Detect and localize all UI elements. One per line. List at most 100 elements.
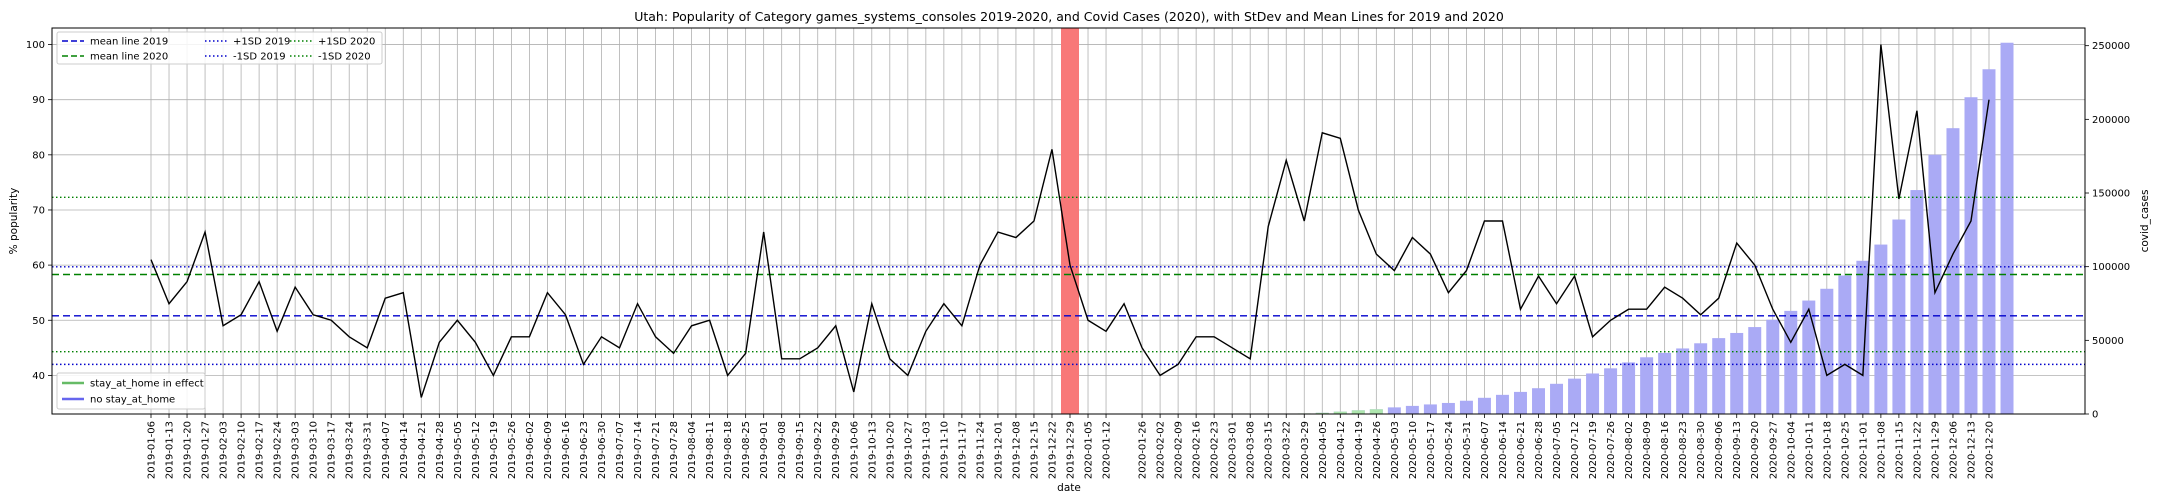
x-tick-label: 2019-09-15 — [795, 421, 806, 479]
y2-tick-label: 250000 — [2092, 41, 2130, 52]
x-tick-label: 2020-05-31 — [1462, 421, 1473, 479]
covid-bar — [1856, 260, 1870, 414]
x-tick-label: 2020-03-08 — [1246, 421, 1257, 479]
x-tick-label: 2019-02-17 — [255, 421, 266, 479]
x-tick-label: 2020-01-26 — [1138, 421, 1149, 479]
y-tick-label: 40 — [32, 371, 45, 382]
x-tick-label: 2020-07-05 — [1552, 421, 1563, 479]
covid-bar — [1495, 394, 1509, 414]
x-tick-label: 2020-03-29 — [1300, 421, 1311, 479]
x-tick-label: 2019-07-28 — [669, 421, 680, 479]
stay-at-home-bar — [1351, 410, 1365, 414]
x-tick-label: 2020-11-22 — [1912, 421, 1923, 479]
plot-frame — [51, 27, 2086, 415]
x-tick-label: 2019-07-21 — [651, 421, 662, 479]
x-tick-label: 2020-05-10 — [1408, 421, 1419, 479]
x-tick-label: 2019-10-06 — [849, 421, 860, 479]
covid-bar — [1712, 338, 1726, 414]
x-tick-label: 2019-06-09 — [543, 421, 554, 479]
covid-bars — [1060, 28, 2014, 415]
covid-bar — [1748, 327, 1762, 414]
y-tick-label: 80 — [32, 150, 45, 161]
x-tick-label: 2020-03-15 — [1264, 421, 1275, 479]
legend-label: no stay_at_home — [90, 395, 175, 406]
x-tick-label: 2019-08-04 — [687, 421, 698, 479]
x-tick-label: 2019-12-01 — [993, 421, 1004, 479]
x-tick-label: 2020-06-28 — [1534, 421, 1545, 479]
x-tick-label: 2020-07-26 — [1606, 421, 1617, 479]
x-tick-label: 2019-05-05 — [453, 421, 464, 479]
x-tick-label: 2019-10-13 — [867, 421, 878, 479]
x-tick-label: 2020-03-01 — [1228, 421, 1239, 479]
y-tick-label: 50 — [32, 316, 45, 327]
covid-bar — [1982, 69, 1996, 415]
popularity-line — [150, 44, 1990, 398]
covid-bar — [1874, 244, 1888, 414]
x-tick-label: 2020-11-08 — [1876, 421, 1887, 479]
x-tick-label: 2019-09-29 — [831, 421, 842, 479]
x-tick-label: 2020-04-19 — [1354, 421, 1365, 479]
covid-bar — [1676, 348, 1690, 414]
covid-bar — [2000, 42, 2014, 415]
x-tick-label: 2019-02-24 — [273, 421, 284, 479]
legend-label: mean line 2019 — [90, 37, 168, 48]
covid-bar — [1514, 391, 1527, 414]
x-tick-label: 2020-10-11 — [1804, 421, 1815, 479]
x-tick-label: 2020-03-22 — [1282, 421, 1293, 479]
x-tick-label: 2019-05-26 — [507, 421, 518, 479]
stay-at-home-bar — [1369, 409, 1383, 414]
legend-label: -1SD 2020 — [318, 52, 371, 63]
x-tick-label: 2020-10-18 — [1822, 421, 1833, 479]
y2-tick-label: 100000 — [2092, 262, 2130, 273]
covid-bar — [1838, 275, 1852, 414]
x-tick-label: 2019-03-24 — [345, 421, 356, 479]
x-tick-label: 2020-04-26 — [1372, 421, 1383, 479]
covid-bar — [1694, 343, 1708, 414]
y-tick-label: 70 — [32, 205, 45, 216]
x-tick-label: 2020-09-27 — [1768, 421, 1779, 479]
covid-bar — [1532, 388, 1545, 414]
y2-axis-title: covid_cases — [2139, 190, 2151, 253]
legend-label: mean line 2020 — [90, 52, 168, 63]
covid-bar — [1586, 373, 1600, 414]
chart-title: Utah: Popularity of Category games_syste… — [634, 9, 1504, 24]
covid-bar — [1459, 400, 1473, 414]
x-tick-label: 2019-01-27 — [201, 421, 212, 479]
x-tick-label: 2019-04-07 — [381, 421, 392, 479]
covid-bar — [1477, 397, 1491, 414]
x-tick-label: 2019-06-02 — [525, 421, 536, 479]
covid-bar — [1730, 332, 1744, 414]
x-tick-label: 2019-11-24 — [975, 421, 986, 479]
covid-bar — [1640, 357, 1654, 414]
x-tick-label: 2020-05-03 — [1390, 421, 1401, 479]
x-tick-label: 2019-06-23 — [579, 421, 590, 479]
x-tick-label: 2019-03-03 — [291, 421, 302, 479]
x-tick-label: 2020-02-02 — [1156, 421, 1167, 479]
x-tick-label: 2019-08-11 — [705, 421, 716, 479]
covid-bar — [1604, 368, 1618, 414]
x-tick-label: 2020-12-06 — [1948, 421, 1959, 479]
x-tick-label: 2020-11-01 — [1858, 421, 1869, 479]
covid-bar — [1568, 378, 1582, 414]
x-tick-label: 2020-08-02 — [1624, 421, 1635, 479]
covid-bar — [1441, 402, 1455, 414]
legend-label: +1SD 2020 — [318, 37, 375, 48]
x-tick-label: 2019-01-20 — [183, 421, 194, 479]
x-tick-label: 2019-07-14 — [633, 421, 644, 479]
covid-bar — [1892, 219, 1906, 414]
x-tick-label: 2019-10-27 — [903, 421, 914, 479]
x-tick-label: 2019-06-16 — [561, 421, 572, 479]
y2-axis: 0 50000 100000 150000 200000 250000 — [2085, 41, 2130, 421]
covid-bar — [1658, 352, 1672, 414]
covid-bar — [1622, 362, 1636, 414]
y-axis: 40 50 60 70 80 90 100 — [26, 40, 52, 382]
x-tick-label: 2020-04-05 — [1318, 421, 1329, 479]
x-tick-label: 2019-07-07 — [615, 421, 626, 479]
legend-stay-at-home: stay_at_home in effect no stay_at_home — [56, 372, 206, 410]
covid-bar — [1387, 407, 1401, 414]
x-tick-label: 2019-09-22 — [813, 421, 824, 479]
y-tick-label: 100 — [26, 40, 45, 51]
x-tick-label: 2019-08-25 — [741, 421, 752, 479]
highlight-band — [1060, 28, 1080, 414]
x-tick-label: 2020-08-09 — [1642, 421, 1653, 479]
